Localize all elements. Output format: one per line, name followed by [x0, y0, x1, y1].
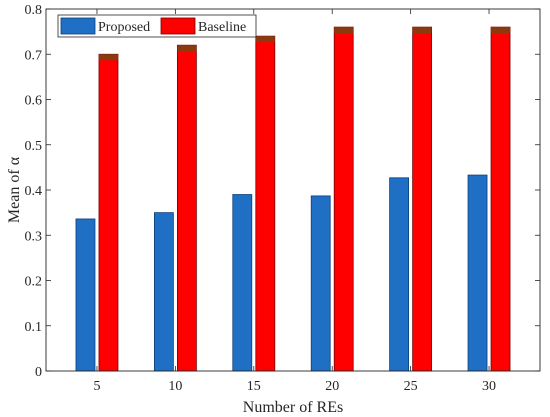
y-tick-label: 0.1 [25, 320, 43, 335]
x-tick-label-30: 30 [482, 379, 496, 394]
bar-baseline-cap-15 [255, 36, 275, 43]
bar-proposed-15 [232, 194, 253, 372]
legend-label-baseline: Baseline [198, 20, 246, 35]
bar-baseline-cap-30 [491, 27, 511, 34]
axes-box [45, 8, 541, 372]
x-tick-label-5: 5 [93, 379, 100, 394]
legend-swatch-baseline [160, 17, 196, 35]
x-tick-label-25: 25 [404, 379, 418, 394]
y-tick-label: 0.5 [25, 139, 43, 154]
y-tick-label: 0.2 [25, 275, 43, 290]
legend: Proposed Baseline [57, 14, 257, 38]
y-tick-label: 0.8 [25, 3, 43, 18]
x-tick-label-15: 15 [247, 379, 261, 394]
legend-swatch-proposed [60, 17, 96, 35]
x-tick-label-10: 10 [168, 379, 182, 394]
plot-area [46, 9, 540, 371]
bar-baseline-5 [98, 53, 119, 372]
bar-proposed-25 [389, 177, 410, 372]
y-tick-label: 0.4 [25, 184, 43, 199]
bar-baseline-10 [176, 44, 197, 372]
bar-baseline-30 [490, 26, 511, 372]
bar-baseline-20 [333, 26, 354, 372]
bar-proposed-5 [75, 218, 96, 372]
x-axis-label: Number of REs [243, 399, 343, 416]
y-tick-label: 0.7 [25, 48, 43, 63]
bar-baseline-cap-20 [334, 27, 354, 34]
bar-proposed-10 [153, 212, 174, 372]
bar-proposed-20 [310, 195, 331, 372]
x-tick-label-20: 20 [325, 379, 339, 394]
y-tick-label: 0.6 [25, 94, 43, 109]
bar-baseline-15 [255, 35, 276, 372]
bar-baseline-25 [412, 26, 433, 372]
bars-group [75, 26, 511, 372]
bar-baseline-cap-25 [412, 27, 432, 34]
bar-proposed-30 [467, 174, 488, 372]
axes-group: 5 10 15 20 25 30 0 0.1 0.2 0.3 0.4 0.5 0.6 0.7 0.8 [25, 3, 541, 394]
y-tick-label: 0.3 [25, 229, 43, 244]
legend-box [57, 14, 257, 38]
legend-label-proposed: Proposed [98, 20, 150, 35]
bar-baseline-cap-5 [98, 54, 118, 61]
y-tick-label: 0 [35, 365, 42, 380]
y-axis-label: Mean of α [6, 156, 23, 223]
bar-baseline-cap-10 [177, 45, 197, 52]
